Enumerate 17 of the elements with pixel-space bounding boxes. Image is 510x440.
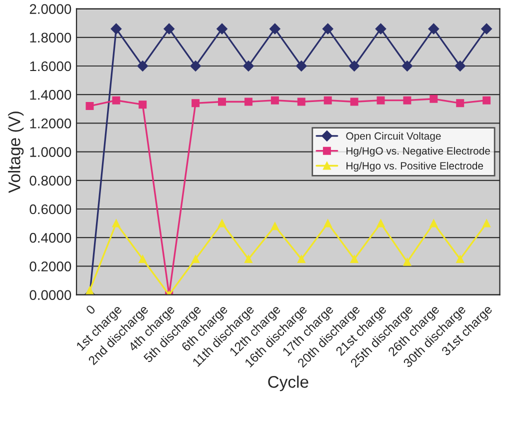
y-tick-label: 0.8000	[30, 176, 72, 186]
y-tick-label: 1.6000	[30, 61, 72, 72]
y-axis-title: Voltage (V)	[8, 112, 24, 193]
legend-label: Hg/HgO vs. Negative Electrode	[346, 146, 490, 157]
y-tick-label: 2.0000	[30, 4, 72, 14]
x-tick-label: 0	[85, 304, 96, 315]
y-tick-label: 1.4000	[30, 90, 72, 100]
legend-label: Open Circuit Voltage	[346, 132, 441, 142]
x-axis-title: Cycle	[268, 376, 308, 392]
legend-label: Hg/Hgo vs. Positive Electrode	[346, 162, 484, 172]
y-tick-label: 0.0000	[30, 290, 72, 300]
y-tick-label: 1.0000	[30, 147, 72, 157]
y-tick-label: 1.8000	[30, 32, 72, 43]
y-tick-label: 0.6000	[30, 204, 72, 214]
y-tick-label: 1.2000	[30, 118, 72, 128]
y-tick-label: 0.4000	[30, 232, 72, 243]
y-tick-label: 0.2000	[30, 262, 72, 272]
